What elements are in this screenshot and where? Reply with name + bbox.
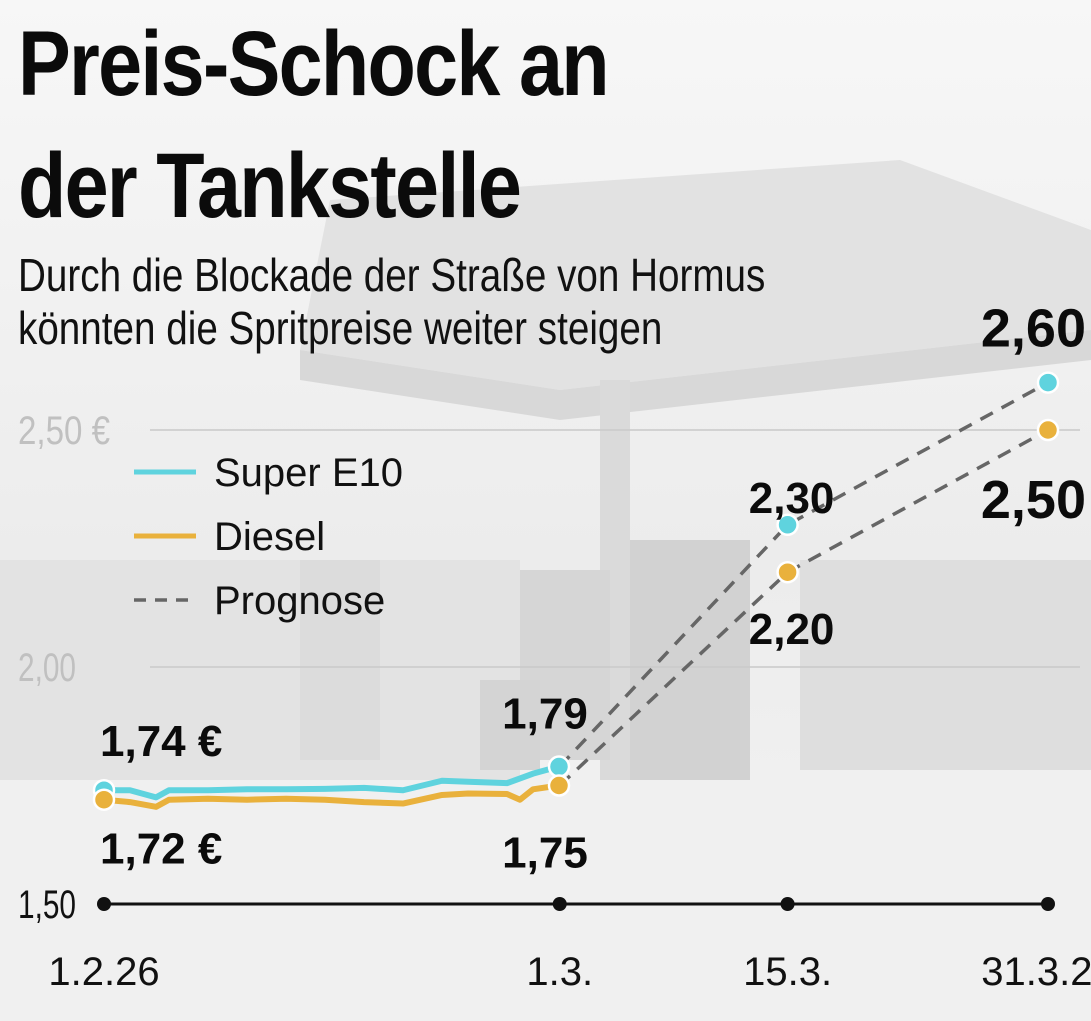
data-point-diesel — [776, 560, 799, 584]
y-tick-label: 2,00 — [18, 646, 76, 690]
data-point-diesel — [1036, 418, 1060, 442]
data-label-super: 2,60 — [981, 299, 1086, 359]
x-tick-label: 15.3. — [743, 950, 832, 994]
data-label-super: 1,74 € — [100, 717, 222, 766]
x-tick-label: 1.2.26 — [48, 950, 159, 994]
legend-label-diesel: Diesel — [214, 515, 325, 559]
x-tick-dot — [97, 897, 111, 911]
legend-label-prognose: Prognose — [214, 579, 385, 623]
data-point-diesel — [92, 788, 116, 811]
subtitle-line-2: könnten die Spritpreise weiter steigen — [18, 302, 663, 354]
data-label-super: 2,30 — [749, 474, 835, 523]
history-line-super — [101, 763, 562, 801]
data-point-diesel — [547, 774, 571, 797]
legend-label-super: Super E10 — [214, 451, 403, 495]
forecast-line-super — [558, 381, 1049, 768]
data-label-diesel: 1,72 € — [100, 825, 222, 874]
history-line-diesel — [101, 782, 562, 810]
x-tick-label: 1.3. — [526, 950, 593, 994]
data-point-super — [1036, 371, 1060, 394]
subtitle-line-1: Durch die Blockade der Straße von Hormus — [18, 249, 766, 301]
y-tick-label: 2,50 € — [18, 409, 110, 453]
data-label-diesel: 1,75 — [502, 829, 588, 878]
data-label-diesel: 2,50 — [981, 470, 1086, 530]
data-label-super: 1,79 — [502, 690, 588, 739]
x-tick-dot — [552, 897, 567, 911]
data-point-super — [547, 755, 571, 778]
x-tick-label: 31.3.26 — [981, 950, 1091, 994]
data-point-super — [776, 513, 799, 537]
headline-line-1: Preis-Schock an — [18, 13, 610, 115]
x-tick-dot — [1041, 897, 1055, 911]
x-tick-dot — [780, 897, 795, 911]
y-tick-label: 1,50 — [18, 883, 76, 927]
headline-line-2: der Tankstelle — [18, 135, 522, 237]
data-label-diesel: 2,20 — [749, 605, 835, 654]
